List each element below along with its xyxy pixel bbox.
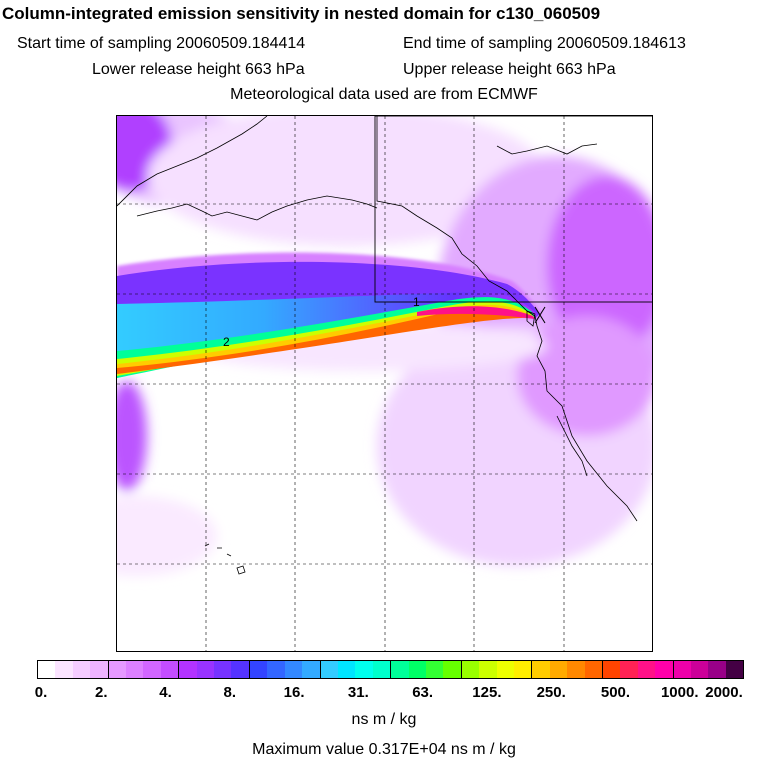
colorbar-segment [637,661,656,678]
colorbar-tick-label: 63. [412,684,434,701]
colorbar-tick-label: 500. [600,684,631,701]
colorbar-segment [549,661,568,678]
colorbar-segment [214,661,232,678]
colorbar-tick-label: 31. [347,684,369,701]
colorbar-tick-label: 8. [223,684,237,701]
colorbar-segment [231,661,250,678]
colorbar-tick-label: 1000. [660,684,699,701]
colorbar-segment [443,661,462,678]
colorbar-segment [337,661,356,678]
colorbar-segment [479,661,497,678]
diffuse-sensitivity [117,116,652,576]
colorbar-segment [496,661,514,678]
colorbar-unit: ns m / kg [351,711,417,728]
start-time-label: Start time of sampling 20060509.184414 [17,35,306,52]
colorbar-segment [513,661,533,678]
colorbar-tick-label: 250. [536,684,566,701]
colorbar-tick-label: 2000. [705,684,743,701]
plume [117,252,542,378]
colorbar-segment [391,661,409,678]
colorbar-segment [320,661,338,678]
colorbar-segment [425,661,444,678]
colorbar-segment [673,661,692,678]
colorbar-segment [126,661,144,678]
colorbar-segment [725,661,744,678]
colorbar-segment [655,661,674,678]
colorbar-segment [267,661,285,678]
colorbar-segment [108,661,127,678]
colorbar-segment [372,661,392,678]
colorbar-segment [72,661,91,678]
plot-title: Column-integrated emission sensitivity i… [2,4,601,23]
contour-label-1: 1 [413,295,420,309]
colorbar-segment [708,661,726,678]
colorbar-segment [461,661,480,678]
colorbar-tick-label: 125. [472,684,502,701]
colorbar-segment [620,661,638,678]
maximum-value-label: Maximum value 0.317E+04 ns m / kg [252,741,516,758]
sensitivity-map: 1 2 [116,115,653,652]
colorbar-segment [196,661,215,678]
colorbar-segment [38,661,56,678]
colorbar-tick-label: 2. [95,684,108,701]
colorbar-segment [408,661,426,678]
nest-box [374,116,652,303]
release-point-marker [534,306,546,324]
coastlines [117,116,638,575]
colorbar-segment [284,661,303,678]
lower-release-height-label: Lower release height 663 hPa [92,61,305,78]
map-canvas: 1 2 [117,116,652,651]
met-data-label: Meteorological data used are from ECMWF [230,86,538,103]
colorbar-segment [302,661,321,678]
colorbar-segment [143,661,161,678]
colorbar-segment [567,661,585,678]
colorbar-segment [603,661,621,678]
upper-release-height-label: Upper release height 663 hPa [403,61,616,78]
colorbar [37,660,744,679]
contour-label-2: 2 [223,335,230,349]
colorbar-tick-label: 16. [283,684,305,701]
colorbar-tick-label: 0. [34,684,48,701]
colorbar-segment [584,661,603,678]
colorbar-segment [249,661,268,678]
colorbar-segment [532,661,550,678]
colorbar-segment [160,661,180,678]
colorbar-tick-label: 4. [159,684,172,701]
end-time-label: End time of sampling 20060509.184613 [403,35,686,52]
colorbar-segment [179,661,197,678]
colorbar-segment [691,661,709,678]
colorbar-segment [90,661,109,678]
colorbar-segment [55,661,73,678]
colorbar-segment [355,661,373,678]
